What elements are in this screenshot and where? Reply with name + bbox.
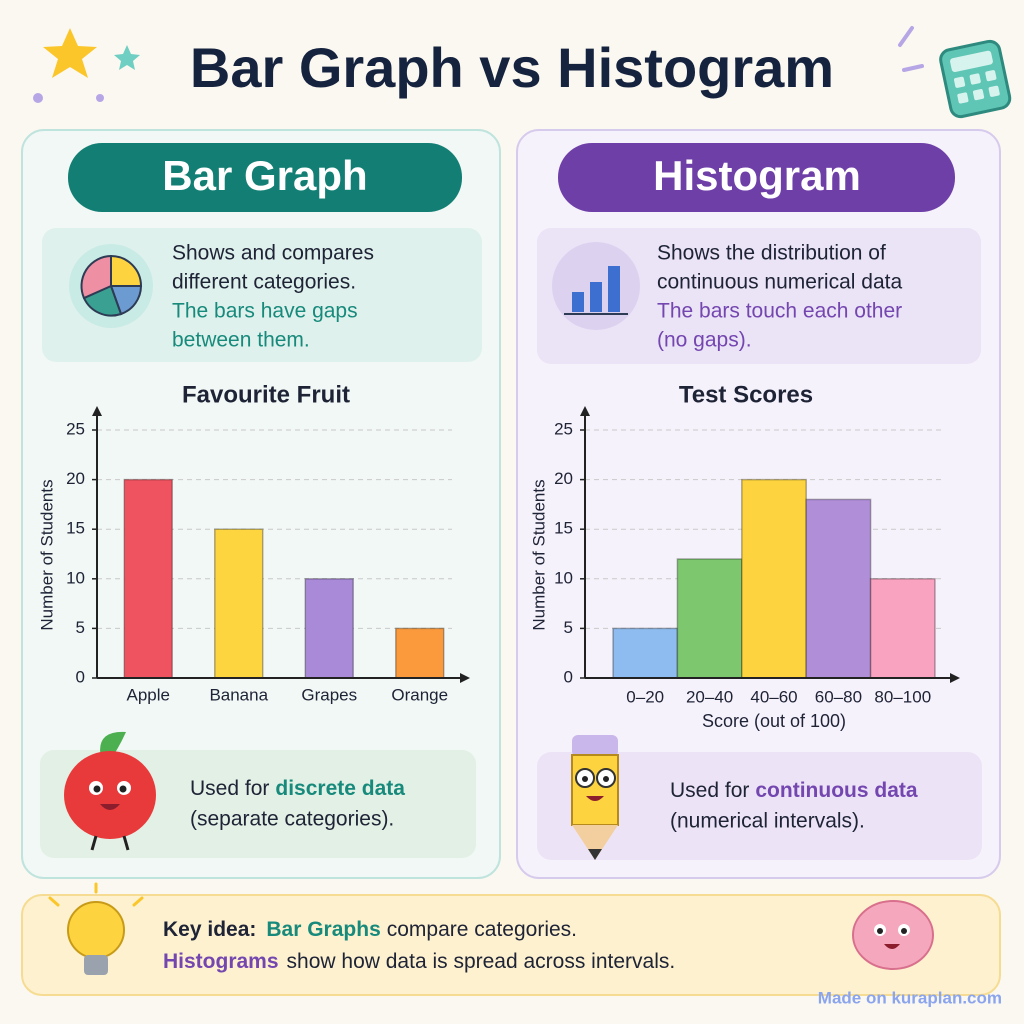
bar [214,528,264,679]
key-idea-text: show how data is spread across intervals… [287,950,676,973]
dot [96,94,104,102]
description-highlight: The bars have gaps [172,300,358,323]
key-idea-box [21,894,1001,996]
y-tick-label: 0 [564,667,573,686]
y-tick-label: 10 [66,568,85,587]
note-box [537,752,982,860]
description-box [42,228,482,362]
star [43,28,97,78]
pencil-mascot [571,735,619,860]
bar [304,578,354,679]
description-box [537,228,981,364]
x-axis-arrow [460,673,470,683]
x-tick-label: Apple [127,685,170,704]
description-highlight: between them. [172,329,310,352]
y-tick-label: 20 [554,469,573,488]
star [114,45,140,70]
page-title: Bar Graph vs Histogram [190,36,834,99]
note-lead: Used for [190,777,269,800]
description-highlight: The bars touch each other [657,300,902,323]
bar [805,498,872,679]
key-idea-line: Key idea: Bar Graphs compare categories. [163,918,577,941]
x-axis-label: Score (out of 100) [702,711,846,731]
x-tick-label: 80–100 [874,687,931,706]
y-tick-label: 5 [76,618,85,637]
panel-heading-pill [558,143,955,212]
key-idea-highlight: Histograms [163,950,279,973]
bar [395,627,445,679]
note-lead: Used for [670,779,749,802]
description: continuous numerical data [657,271,902,294]
key-idea-highlight: Bar Graphs [266,918,380,941]
panel-heading: Histogram [653,152,861,199]
x-axis-arrow [950,673,960,683]
panel-heading: Bar Graph [162,152,367,199]
x-tick-label: Orange [391,685,448,704]
note-highlight: continuous data [755,779,917,802]
y-tick-label: 25 [66,419,85,438]
pie-icon [69,244,153,328]
note-detail: (separate categories). [190,808,394,831]
x-tick-label: 60–80 [815,687,862,706]
y-tick-label: 5 [564,618,573,637]
x-tick-label: 20–40 [686,687,733,706]
lightbulb [48,882,144,975]
x-tick-label: Banana [209,685,268,704]
bars-icon [552,242,640,330]
footer: Made on kuraplan.com [818,988,1002,1007]
chart-title: Favourite Fruit [182,381,350,408]
note-highlight: discrete data [275,777,405,800]
note-detail: (numerical intervals). [670,810,865,833]
dot [33,93,43,103]
calculator [939,39,1012,119]
description: Shows the distribution of [657,242,886,265]
y-tick-label: 15 [66,519,85,538]
chart-title: Test Scores [679,381,813,408]
bar [676,558,743,679]
key-idea-line: Histograms show how data is spread across… [163,950,675,973]
y-axis-label: Number of Students [37,479,56,630]
y-tick-label: 0 [76,667,85,686]
bar [741,478,807,679]
apple-mascot [64,731,156,851]
key-idea-text: compare categories. [387,918,577,941]
key-idea-label: Key idea: [163,918,256,941]
note: Used for continuous data [670,779,918,802]
bar [123,478,173,679]
y-axis-arrow [92,406,102,416]
bar [869,578,936,679]
y-tick-label: 20 [66,469,85,488]
note: Used for discrete data [190,777,405,800]
description: Shows and compares [172,242,374,265]
y-tick-label: 15 [554,519,573,538]
brain-mascot [852,900,934,970]
description-highlight: (no gaps). [657,329,752,352]
y-axis-label: Number of Students [529,479,548,630]
sparkle [898,26,924,72]
description: different categories. [172,271,356,294]
x-tick-label: 40–60 [750,687,797,706]
y-tick-label: 25 [554,419,573,438]
y-axis-arrow [580,406,590,416]
bar [612,627,679,679]
panel-heading-pill [68,143,462,212]
x-tick-label: Grapes [301,685,357,704]
y-tick-label: 10 [554,568,573,587]
x-tick-label: 0–20 [626,687,664,706]
